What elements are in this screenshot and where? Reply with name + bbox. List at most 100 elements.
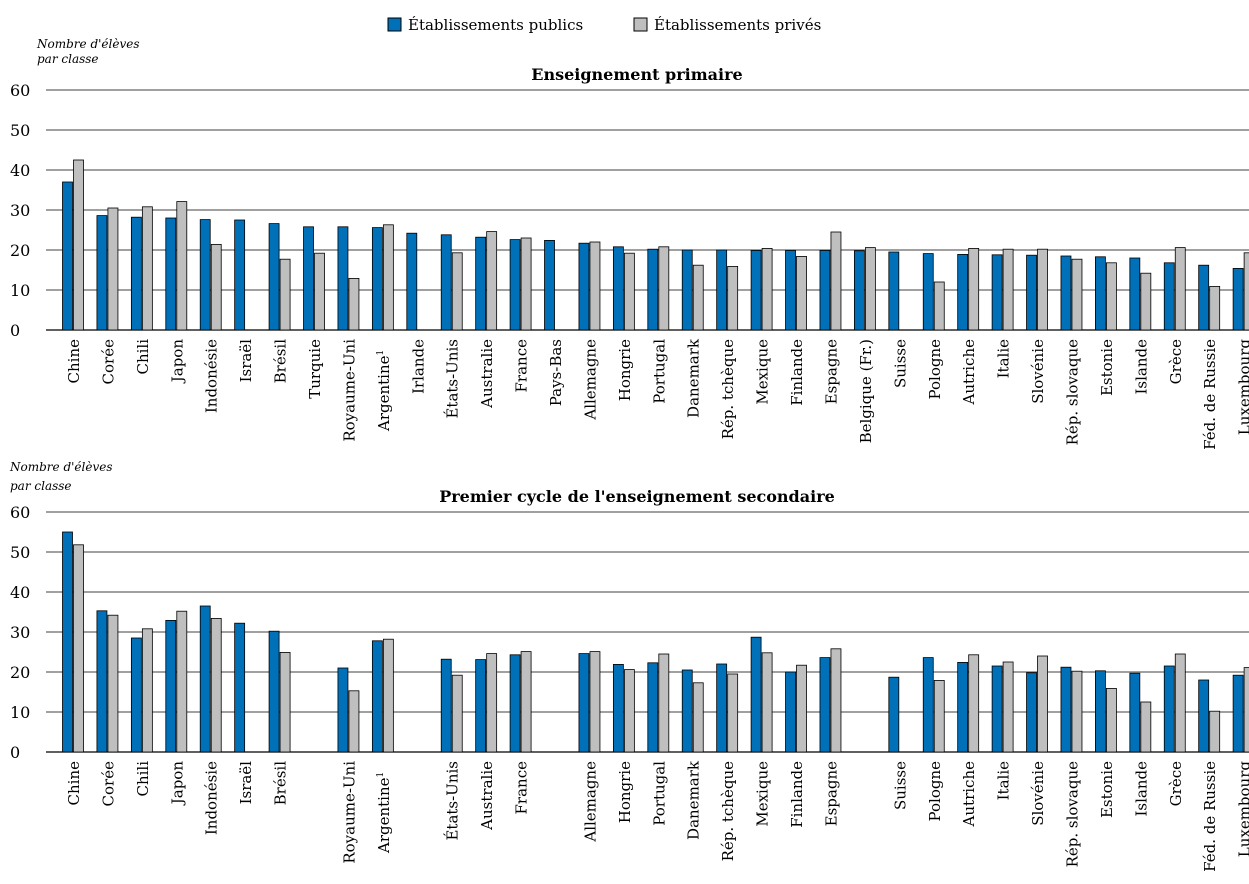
bar-private bbox=[1174, 653, 1186, 753]
bar-private bbox=[830, 648, 842, 753]
bar-private bbox=[382, 638, 394, 753]
bar-private bbox=[1071, 670, 1083, 753]
bar-private bbox=[692, 264, 704, 331]
category-label: Luxembourg bbox=[1236, 761, 1249, 858]
unit-label-line1: Nombre d'élèves bbox=[9, 460, 113, 474]
bar-private bbox=[864, 247, 876, 331]
category-label: Grèce bbox=[1167, 761, 1185, 806]
bar-public bbox=[165, 217, 177, 331]
bar-private bbox=[1106, 688, 1117, 753]
bar-private bbox=[933, 281, 945, 331]
category-label: Chili bbox=[134, 761, 152, 797]
bar-private bbox=[589, 651, 601, 753]
category-label: Suisse bbox=[891, 339, 909, 388]
category-label: Corée bbox=[99, 339, 117, 385]
y-tick-label: 50 bbox=[10, 121, 30, 140]
category-label: Royaume-Uni bbox=[340, 339, 358, 442]
bar-private bbox=[796, 255, 807, 331]
bar-public bbox=[750, 636, 762, 753]
legend-label-public: Établissements publics bbox=[408, 16, 583, 34]
bar-private bbox=[830, 231, 842, 331]
bar-public bbox=[406, 232, 418, 331]
bar-public bbox=[337, 226, 349, 331]
bar-private bbox=[761, 247, 773, 331]
bar-public bbox=[1060, 255, 1072, 331]
bar-private bbox=[107, 614, 119, 753]
bar-public bbox=[785, 671, 796, 753]
y-tick-label: 0 bbox=[10, 743, 20, 762]
bar-public bbox=[62, 531, 73, 753]
category-label: Israël bbox=[237, 339, 255, 383]
bar-public bbox=[716, 663, 728, 753]
category-label: Espagne bbox=[822, 339, 840, 404]
category-label: Japon bbox=[168, 761, 186, 807]
category-label: Irlande bbox=[409, 339, 427, 394]
bar-public bbox=[681, 669, 693, 753]
bar-private bbox=[1243, 252, 1249, 331]
bar-private bbox=[348, 277, 360, 331]
bar-private bbox=[623, 252, 635, 331]
bar-public bbox=[578, 242, 590, 331]
bar-public bbox=[1232, 267, 1244, 331]
bar-private bbox=[451, 674, 463, 753]
bar-public bbox=[199, 605, 211, 753]
bar-public bbox=[303, 226, 314, 331]
bar-private bbox=[73, 159, 84, 331]
bar-public bbox=[337, 667, 349, 753]
category-label: États-Unis bbox=[444, 339, 462, 419]
bar-private bbox=[968, 247, 980, 331]
bar-private bbox=[176, 201, 188, 331]
panel-secondary: 0 10 20 30 40 50 60 Chine Corée Chili Japon Indonés… bbox=[10, 503, 1249, 872]
bar-private bbox=[796, 664, 807, 753]
legend-swatch-private bbox=[633, 17, 648, 32]
category-label: Pologne bbox=[926, 761, 944, 822]
bar-public bbox=[785, 249, 796, 331]
category-label: Belgique (Fr.) bbox=[857, 339, 875, 443]
category-label: Féd. de Russie bbox=[1201, 339, 1219, 450]
bar-public bbox=[991, 665, 1003, 753]
bar-private bbox=[1209, 710, 1221, 753]
bar-public bbox=[647, 662, 659, 753]
category-label: Finlande bbox=[788, 761, 806, 828]
y-tick-label: 0 bbox=[10, 321, 20, 340]
category-label: Australie bbox=[478, 339, 496, 409]
bar-private bbox=[520, 237, 532, 331]
bar-private bbox=[1209, 285, 1221, 331]
bar-public bbox=[1129, 672, 1141, 753]
bar-private bbox=[623, 669, 635, 753]
category-label: Luxembourg bbox=[1236, 339, 1249, 436]
y-tick-label: 40 bbox=[10, 161, 30, 180]
category-label: Indonésie bbox=[203, 761, 221, 835]
bar-public bbox=[509, 239, 521, 331]
bar-private bbox=[1243, 667, 1249, 753]
bar-public bbox=[130, 216, 142, 331]
category-label: Brésil bbox=[272, 339, 290, 384]
bar-public bbox=[819, 249, 831, 331]
category-label: Chine bbox=[65, 761, 83, 806]
bar-private bbox=[210, 243, 222, 331]
bar-public bbox=[475, 659, 487, 753]
bar-private bbox=[1140, 272, 1152, 331]
category-label: Argentine1 bbox=[375, 350, 393, 432]
bar-public bbox=[371, 640, 383, 753]
bar-private bbox=[210, 618, 222, 753]
bar-public bbox=[234, 219, 246, 331]
category-label: États-Unis bbox=[444, 761, 462, 841]
bar-private bbox=[1106, 262, 1117, 331]
bar-public bbox=[371, 227, 383, 331]
bar-public bbox=[62, 181, 73, 331]
bar-public bbox=[234, 622, 246, 753]
bar-public bbox=[888, 676, 900, 753]
unit-label-line1: Nombre d'élèves bbox=[36, 37, 140, 51]
bar-public bbox=[165, 620, 177, 753]
bar-private bbox=[107, 207, 119, 331]
category-label: Indonésie bbox=[203, 339, 221, 413]
category-label: Rép. slovaque bbox=[1063, 761, 1081, 868]
y-tick-label: 10 bbox=[10, 703, 30, 722]
bar-private bbox=[933, 680, 945, 753]
bar-private bbox=[727, 673, 739, 753]
bar-public bbox=[922, 657, 934, 753]
bar-private bbox=[692, 682, 704, 753]
y-tick-label: 30 bbox=[10, 201, 30, 220]
